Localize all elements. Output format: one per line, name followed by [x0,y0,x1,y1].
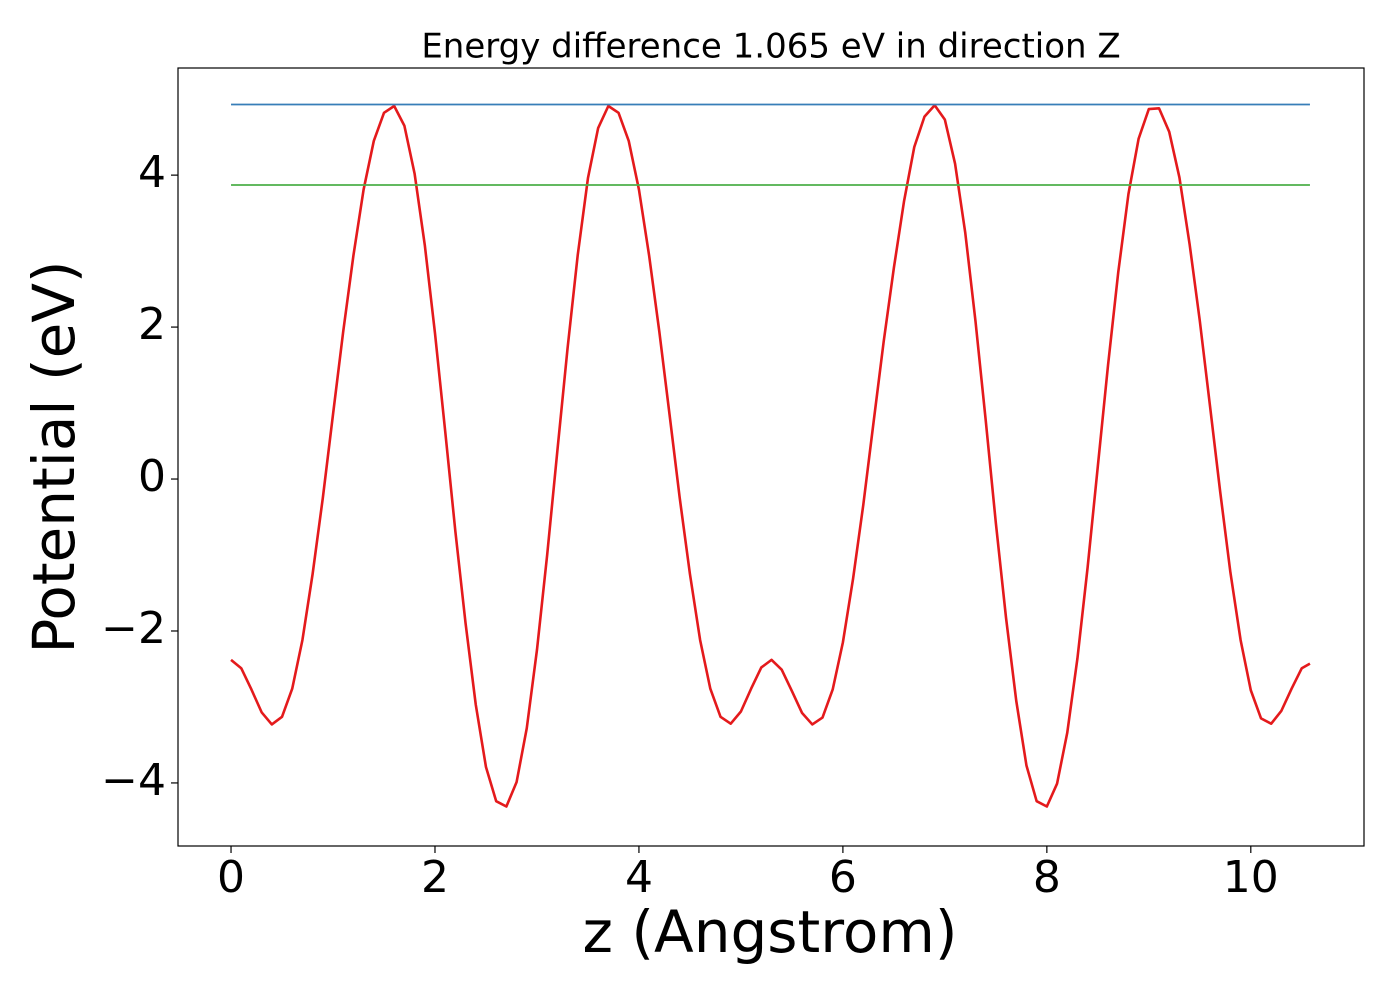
y-tick-label: 4 [138,147,166,198]
x-tick-label: 2 [421,852,449,903]
x-tick-label: 8 [1033,852,1061,903]
y-axis-label: Potential (eV) [20,260,88,653]
y-tick-label: 2 [138,299,166,350]
y-tick-label: −2 [101,603,166,654]
x-tick-label: 10 [1223,852,1279,903]
x-tick-label: 6 [829,852,857,903]
x-tick-label: 4 [625,852,653,903]
y-tick-label: −4 [101,755,166,806]
x-axis-label: z (Angstrom) [583,898,958,966]
y-tick-label: 0 [138,451,166,502]
x-tick-label: 0 [217,852,245,903]
data-line [230,103,1311,808]
chart-title: Energy difference 1.065 eV in direction … [421,27,1120,67]
plot-frame [177,67,1365,847]
